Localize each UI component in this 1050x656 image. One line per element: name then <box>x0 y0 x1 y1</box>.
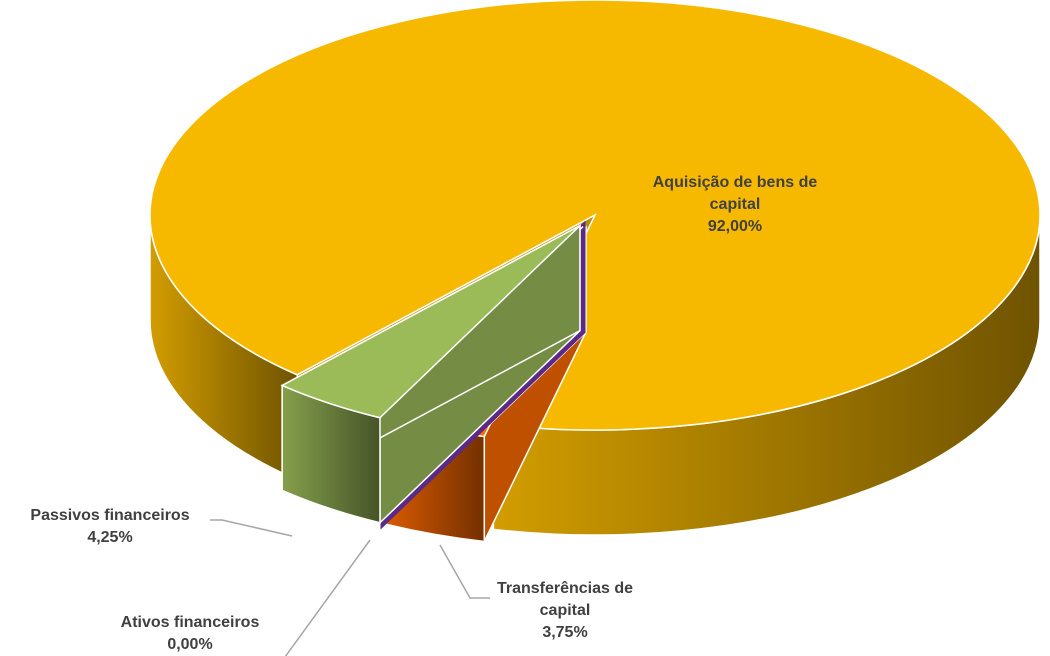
category-label: Passivos financeiros <box>30 507 190 524</box>
value-label: 3,75% <box>542 624 588 641</box>
category-label: Aquisição de bens de capital <box>652 174 818 213</box>
leader-line <box>284 539 371 656</box>
value-label: 92,00% <box>707 218 763 235</box>
category-label: Ativos financeiros <box>120 614 260 631</box>
value-label: 4,25% <box>87 529 133 546</box>
data-label: Ativos financeiros 0,00% <box>90 612 290 656</box>
category-label: Transferências de capital <box>496 580 634 619</box>
data-label: Aquisição de bens de capital 92,00% <box>635 172 835 238</box>
data-label: Transferências de capital 3,75% <box>470 578 660 644</box>
leader-line <box>210 519 293 537</box>
slice <box>149 0 1041 431</box>
data-label: Passivos financeiros 4,25% <box>0 505 220 549</box>
slice <box>280 224 581 419</box>
leader-line <box>439 544 490 599</box>
value-label: 0,00% <box>167 636 213 653</box>
